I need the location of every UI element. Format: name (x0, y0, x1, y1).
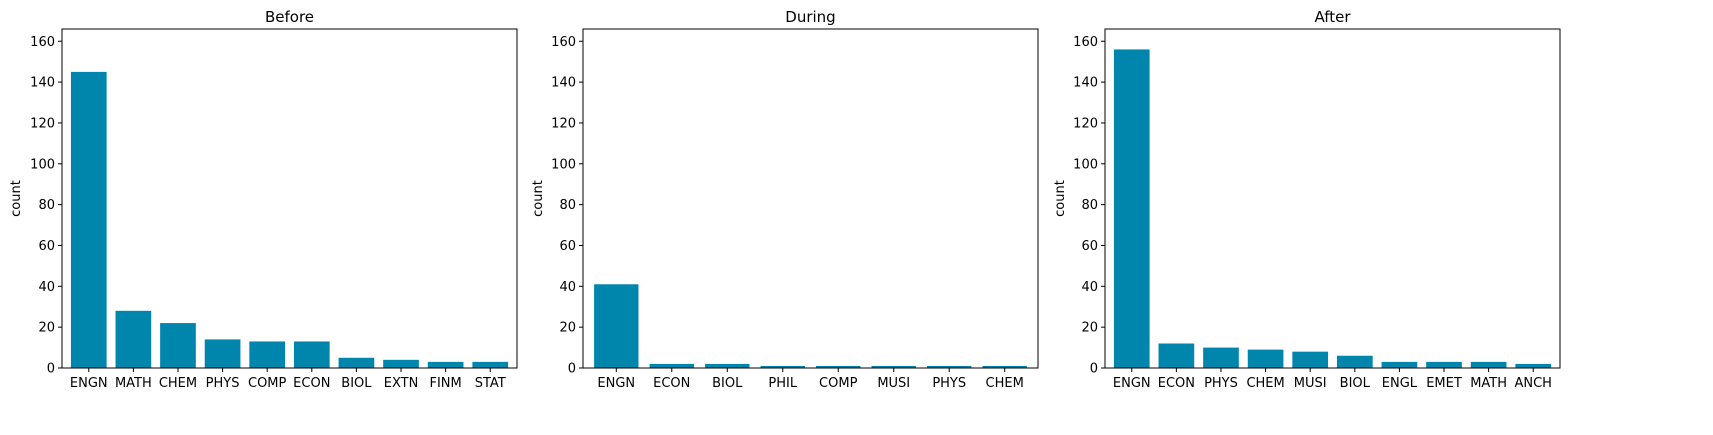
y-tick-label: 160 (1073, 35, 1098, 50)
x-tick-label: EMET (1426, 376, 1462, 391)
y-tick-label: 20 (1081, 321, 1098, 336)
bar-econ (649, 363, 694, 368)
bar-chem (982, 365, 1027, 368)
bar-phys (204, 339, 241, 368)
bar-phys (927, 365, 972, 368)
x-tick-label: CHEM (159, 376, 197, 391)
y-tick-label: 80 (38, 198, 55, 213)
bar-musi (871, 365, 916, 368)
y-tick-label: 80 (559, 198, 576, 213)
x-tick-label: EXTN (384, 376, 419, 391)
x-tick-label: COMP (248, 376, 287, 391)
x-tick-label: BIOL (712, 376, 743, 391)
chart-panel-during: During count ENGN ECON BIOL PHIL COMP MUSI PHY… (531, 8, 1039, 391)
x-tick-label: ECON (293, 376, 330, 391)
chart-panel-after: After count ENGN ECON PHYS CHEM MUSI BIOL ENGL… (1053, 8, 1561, 391)
y-tick-label: 0 (47, 362, 55, 377)
y-tick-label: 120 (551, 116, 576, 131)
bar-phil (760, 365, 805, 368)
bar-math (1470, 361, 1507, 368)
x-tick-label: CHEM (1246, 376, 1284, 391)
x-tick-label: BIOL (341, 376, 372, 391)
bar-musi (1292, 351, 1329, 368)
bar-stat (472, 361, 509, 368)
y-axis-label: count (1053, 180, 1068, 217)
x-tick-label: ENGN (597, 376, 635, 391)
x-tick-label: ENGN (1113, 376, 1151, 391)
x-tick-label: MATH (115, 376, 152, 391)
chart-title: During (785, 8, 835, 26)
bar-anch (1515, 363, 1552, 368)
y-tick-label: 80 (1081, 198, 1098, 213)
y-tick-label: 40 (1081, 280, 1098, 295)
x-tick-label: MATH (1470, 376, 1507, 391)
x-tick-label: ENGN (70, 376, 108, 391)
x-tick-label: PHYS (932, 376, 966, 391)
x-tick-label: ENGL (1382, 376, 1418, 391)
axes-frame (61, 28, 518, 369)
y-tick-label: 20 (38, 321, 55, 336)
x-tick-label: BIOL (1340, 376, 1371, 391)
y-tick-label: 60 (38, 239, 55, 254)
y-tick-label: 160 (30, 35, 55, 50)
y-tick-label: 40 (559, 280, 576, 295)
x-tick-label: ECON (653, 376, 690, 391)
x-tick-label: FINM (429, 376, 461, 391)
bar-biol (1336, 355, 1373, 368)
x-tick-label: ECON (1158, 376, 1195, 391)
y-tick-label: 140 (1073, 76, 1098, 91)
bar-comp (249, 341, 286, 368)
bar-engn (70, 71, 107, 368)
y-tick-label: 60 (559, 239, 576, 254)
x-tick-label: CHEM (986, 376, 1024, 391)
bar-finm (427, 361, 464, 368)
axes-frame (582, 28, 1039, 369)
bar-math (115, 310, 152, 368)
y-tick-label: 0 (1090, 362, 1098, 377)
axes-frame (1104, 28, 1561, 369)
bar-biol (705, 363, 750, 368)
x-tick-label: MUSI (1294, 376, 1327, 391)
x-tick-label: MUSI (877, 376, 910, 391)
bar-engl (1381, 361, 1418, 368)
x-tick-label: COMP (819, 376, 858, 391)
x-tick-label: PHYS (1204, 376, 1238, 391)
x-tick-label: PHYS (206, 376, 240, 391)
y-tick-label: 140 (551, 76, 576, 91)
bar-econ (1158, 343, 1195, 368)
bar-comp (816, 365, 861, 368)
bar-extn (383, 359, 419, 368)
y-axis-label: count (531, 180, 546, 217)
bar-chem (160, 323, 196, 368)
y-tick-label: 0 (568, 362, 576, 377)
y-tick-label: 20 (559, 321, 576, 336)
bar-engn (1113, 49, 1150, 368)
y-axis-label: count (9, 180, 24, 217)
chart-panel-before: Before count ENGN MATH CHEM PHYS COMP ECON BIO… (9, 8, 518, 391)
x-tick-label: PHIL (768, 376, 797, 391)
x-tick-label: ANCH (1514, 376, 1551, 391)
y-tick-label: 120 (30, 116, 55, 131)
bar-chem (1247, 349, 1284, 368)
y-tick-label: 140 (30, 76, 55, 91)
y-tick-label: 100 (30, 157, 55, 172)
bar-engn (594, 284, 639, 368)
bar-phys (1203, 347, 1239, 368)
bar-biol (338, 357, 375, 368)
y-tick-label: 160 (551, 35, 576, 50)
y-tick-label: 40 (38, 280, 55, 295)
chart-title: Before (265, 8, 314, 26)
y-tick-label: 120 (1073, 116, 1098, 131)
y-tick-label: 100 (1073, 157, 1098, 172)
y-tick-label: 100 (551, 157, 576, 172)
bar-emet (1426, 361, 1462, 368)
bar-econ (293, 341, 330, 368)
y-tick-label: 60 (1081, 239, 1098, 254)
x-tick-label: STAT (475, 376, 506, 391)
chart-title: After (1314, 8, 1351, 26)
